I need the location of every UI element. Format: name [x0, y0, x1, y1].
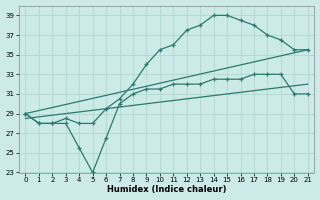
X-axis label: Humidex (Indice chaleur): Humidex (Indice chaleur)	[107, 185, 226, 194]
